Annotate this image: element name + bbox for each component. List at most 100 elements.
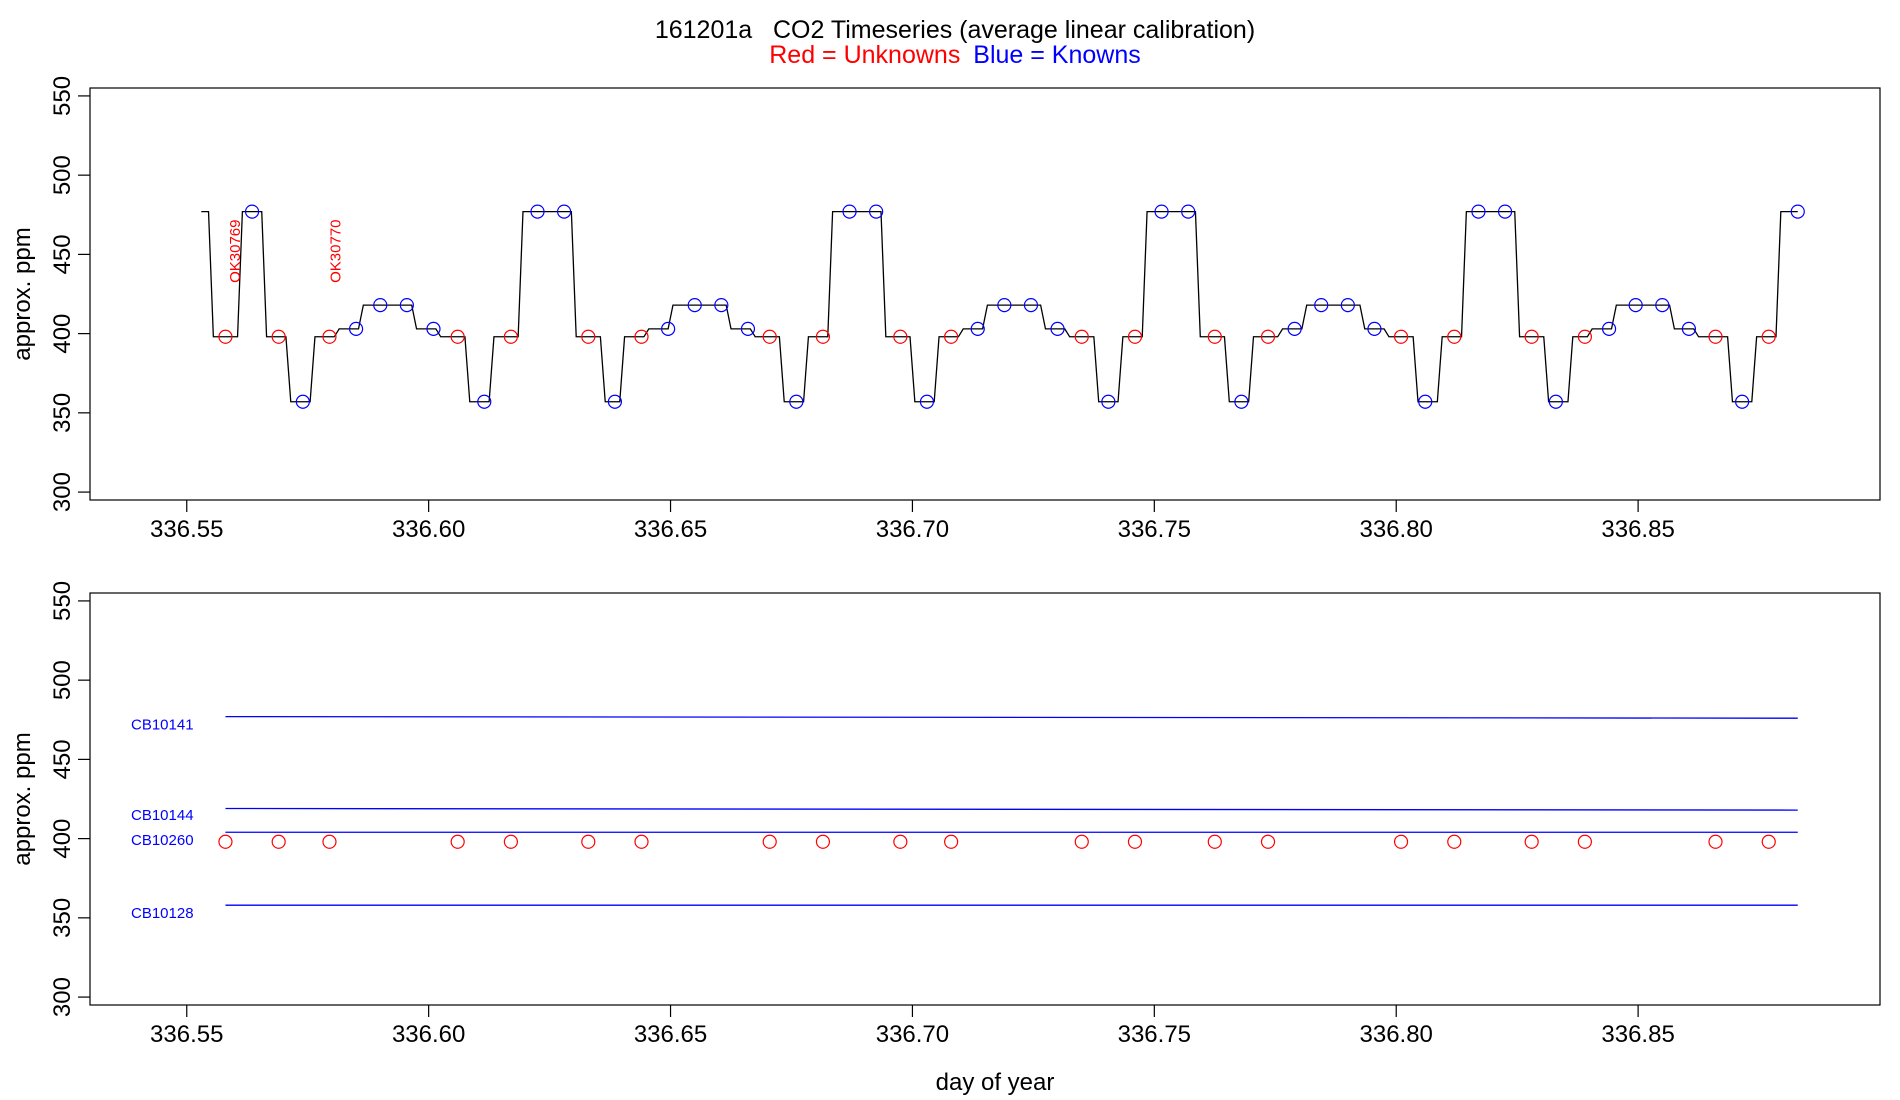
- known-point: [1601, 321, 1617, 336]
- known-point: [869, 204, 884, 219]
- unknown-point: [1393, 329, 1409, 344]
- unknown-point: [1577, 329, 1592, 344]
- y-tick-label: 400: [49, 314, 76, 354]
- known-point: [1287, 321, 1302, 336]
- unknown-point: [450, 329, 465, 344]
- unknown-point: [581, 834, 596, 849]
- y-tick-label: 450: [49, 234, 76, 274]
- y-tick-label: 350: [49, 898, 76, 938]
- known-point: [1023, 297, 1039, 313]
- known-point: [1471, 204, 1486, 219]
- y-axis-label: approx. ppm: [9, 732, 36, 865]
- unknown-point: [1260, 329, 1276, 344]
- bottom-panel: 336.55 336.60 336.65 336.70 336.75 336.80 336.…: [9, 581, 1881, 1096]
- known-point: [687, 297, 702, 313]
- unknown-point: [1393, 834, 1409, 849]
- unknown-point: [893, 329, 908, 344]
- unknown-point: [815, 834, 831, 849]
- co2-trace-line: [201, 210, 1798, 403]
- unknown-point: [1074, 834, 1089, 849]
- known-point: [1154, 204, 1169, 219]
- known-point: [1681, 321, 1697, 336]
- x-tick-label: 336.55: [150, 1021, 223, 1048]
- x-tick-label: 336.75: [1118, 1021, 1191, 1048]
- known-point: [997, 297, 1012, 313]
- unknown-point: [893, 834, 908, 849]
- x-tick-label: 336.80: [1360, 1021, 1433, 1048]
- known-point: [1790, 204, 1805, 219]
- unknown-point: [944, 834, 959, 849]
- series-label-cb10144: CB10144: [131, 807, 194, 824]
- unknown-point: [503, 329, 518, 344]
- x-tick-label: 336.65: [634, 1021, 707, 1048]
- unknown-point: [634, 834, 649, 849]
- known-point: [348, 321, 364, 336]
- x-tick-label: 336.65: [634, 516, 707, 543]
- unknown-point: [1577, 834, 1592, 849]
- x-tick-label: 336.70: [876, 516, 949, 543]
- known-point: [1050, 321, 1065, 336]
- known-point: [477, 394, 492, 409]
- known-point: [789, 394, 804, 409]
- unknown-point: [1207, 834, 1222, 849]
- x-axis-label: day of year: [936, 1069, 1055, 1096]
- unknown-point: [1524, 834, 1539, 849]
- known-point: [1548, 394, 1563, 409]
- known-point: [714, 297, 729, 313]
- unknown-point: [1074, 329, 1089, 344]
- x-tick-label: 336.70: [876, 1021, 949, 1048]
- unknown-point: [1260, 834, 1276, 849]
- unknown-point: [1127, 834, 1143, 849]
- known-point: [1234, 394, 1249, 409]
- unknown-point: [944, 329, 959, 344]
- unknown-point: [815, 329, 831, 344]
- y-tick-label: 400: [49, 819, 76, 859]
- known-point: [842, 204, 857, 219]
- unknown-point: [322, 834, 337, 849]
- known-point: [1655, 297, 1670, 313]
- unknown-point: [581, 329, 596, 344]
- unknown-point: [1524, 329, 1539, 344]
- known-point: [970, 321, 985, 336]
- y-tick-label: 450: [49, 739, 76, 779]
- known-point: [919, 394, 935, 409]
- known-point: [607, 394, 623, 409]
- legend-line: Red = Unknowns Blue = Knowns: [769, 41, 1141, 69]
- x-tick-label: 336.85: [1601, 1021, 1674, 1048]
- known-point: [1497, 204, 1513, 219]
- unknown-point: [1447, 329, 1462, 344]
- unknown-point: [634, 329, 649, 344]
- unknown-point: [1761, 834, 1776, 849]
- known-point: [244, 204, 260, 219]
- x-tick-label: 336.80: [1360, 516, 1433, 543]
- x-tick-label: 336.55: [150, 516, 223, 543]
- unknown-point: [218, 329, 233, 344]
- y-tick-label: 300: [49, 472, 76, 512]
- unknown-point: [1708, 329, 1723, 344]
- unknown-point: [1127, 329, 1143, 344]
- y-axis-label: approx. ppm: [9, 227, 36, 360]
- known-point: [295, 394, 310, 409]
- unknown-point: [1761, 329, 1776, 344]
- tank-annotation-ok30770: OK30770: [327, 220, 344, 283]
- known-point: [1367, 321, 1382, 336]
- known-point: [661, 321, 676, 336]
- unknown-point: [218, 834, 233, 849]
- chart-title: 161201a CO2 Timeseries (average linear c…: [655, 16, 1255, 44]
- x-tick-label: 336.60: [392, 1021, 465, 1048]
- known-point: [557, 204, 572, 219]
- x-tick-label: 336.75: [1118, 516, 1191, 543]
- known-point: [1418, 394, 1433, 409]
- legend-red-text: Red = Unknowns: [769, 41, 960, 69]
- unknown-point: [450, 834, 465, 849]
- unknown-point: [762, 329, 777, 344]
- top-panel: 336.55 336.60 336.65 336.70 336.75 336.80 336.…: [9, 76, 1881, 543]
- unknown-point: [271, 834, 286, 849]
- y-tick-label: 500: [49, 660, 76, 700]
- unknown-point: [762, 834, 777, 849]
- y-tick-label: 550: [49, 76, 76, 116]
- known-point: [1101, 394, 1116, 409]
- known-point: [1628, 297, 1643, 313]
- known-point: [530, 204, 545, 219]
